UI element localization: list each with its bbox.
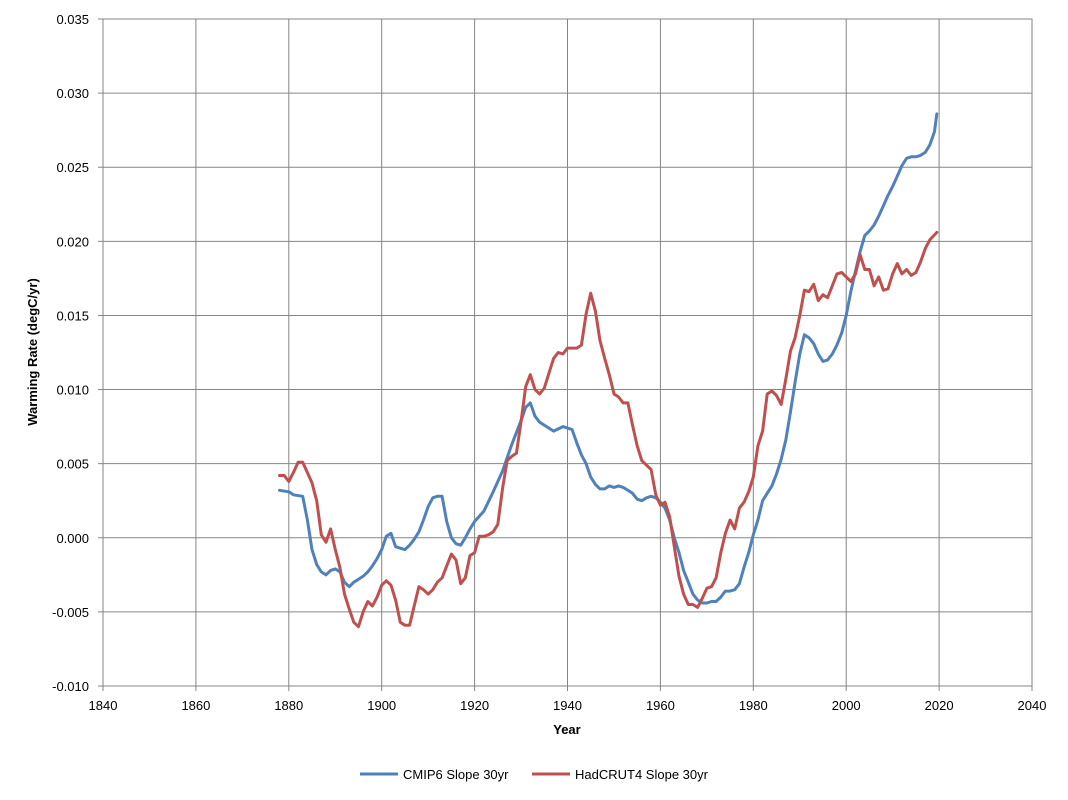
legend-label-hadcrut4: HadCRUT4 Slope 30yr [575,767,709,782]
grid-lines [98,18,1033,691]
series-line-cmip6 [278,112,939,605]
x-tick-label: 2000 [832,698,861,713]
y-tick-label: 0.000 [56,531,89,546]
y-tick-label: 0.005 [56,457,89,472]
series-line-hadcrut4 [278,230,939,629]
y-tick-label: -0.010 [52,679,89,694]
y-tick-label: 0.025 [56,160,89,175]
x-tick-label: 2040 [1018,698,1047,713]
legend: CMIP6 Slope 30yr HadCRUT4 Slope 30yr [360,767,709,782]
y-tick-label: 0.035 [56,12,89,27]
y-tick-label: 0.030 [56,86,89,101]
y-axis-title: Warming Rate (degC/yr) [25,278,40,426]
x-tick-label: 1880 [274,698,303,713]
x-tick-label: 2020 [925,698,954,713]
x-tick-label: 1840 [89,698,118,713]
legend-label-cmip6: CMIP6 Slope 30yr [403,767,509,782]
y-tick-label: 0.015 [56,308,89,323]
x-tick-label: 1900 [367,698,396,713]
y-tick-labels: -0.010 -0.005 0.000 0.005 0.010 0.015 0.020 0.0… [52,12,89,694]
y-tick-label: -0.005 [52,605,89,620]
x-tick-label: 1920 [460,698,489,713]
x-tick-labels: 1840 1860 1880 1900 1920 1940 1960 1980 2000 2020… [89,698,1047,713]
x-tick-label: 1940 [553,698,582,713]
x-tick-label: 1860 [181,698,210,713]
y-tick-label: 0.020 [56,234,89,249]
series-lines [278,112,939,629]
x-tick-label: 1960 [646,698,675,713]
y-tick-label: 0.010 [56,383,89,398]
x-axis-title: Year [553,722,580,737]
x-tick-label: 1980 [739,698,768,713]
